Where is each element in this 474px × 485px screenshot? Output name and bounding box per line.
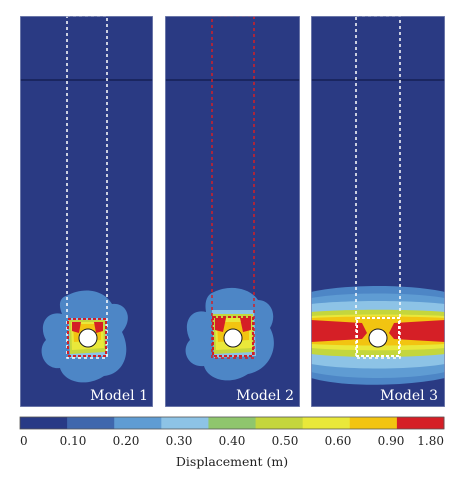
colorbar-tick-label: 0 <box>20 434 28 448</box>
contour-band-1.80-left <box>215 318 226 332</box>
panel-model-1: Model 1 <box>20 16 153 407</box>
colorbar-tick-label: 0.50 <box>272 434 299 448</box>
colorbar-swatch <box>161 417 209 429</box>
colorbar-tick-label: 0.40 <box>219 434 246 448</box>
legend-title: Displacement (m) <box>176 454 288 469</box>
contour-band-1.80-right <box>94 322 103 333</box>
contour-band-1.80-right <box>240 318 251 332</box>
model-label: Model 1 <box>90 388 148 404</box>
plume-outline <box>66 16 108 359</box>
colorbar-tick-label: 0.20 <box>113 434 140 448</box>
colorbar-ticks: 0 0.10 0.20 0.30 0.40 0.50 0.60 0.90 1.80 <box>20 434 444 448</box>
colorbar-swatch <box>349 417 398 429</box>
colorbar-tick-label: 0.10 <box>60 434 87 448</box>
colorbar-legend: 0 0.10 0.20 0.30 0.40 0.50 0.60 0.90 1.80 Displa… <box>19 416 445 469</box>
colorbar-swatch <box>302 417 351 429</box>
colorbar-tick-label: 0.90 <box>378 434 405 448</box>
panel-model-2: Model 2 <box>165 16 300 407</box>
plume-outline <box>211 16 255 359</box>
colorbar-tick-label: 0.60 <box>325 434 352 448</box>
trench-outline <box>356 317 400 357</box>
panel-model-3: Model 3 <box>311 16 445 407</box>
model-label: Model 2 <box>236 388 294 404</box>
contour-band-1.80-left <box>72 322 81 333</box>
colorbar-tick-label: 1.80 <box>417 434 444 448</box>
colorbar-swatch <box>67 417 115 429</box>
colorbar-swatch <box>114 417 162 429</box>
tunnel-opening <box>78 328 98 348</box>
model-label: Model 3 <box>380 388 438 404</box>
trench-outline <box>67 318 107 357</box>
plume-outline <box>355 16 401 359</box>
colorbar-swatch <box>208 417 257 429</box>
colorbar-swatches <box>20 417 445 429</box>
contour-band-1.80-right <box>389 320 445 342</box>
contour-band-1.80-left <box>311 320 367 342</box>
tunnel-opening <box>368 328 388 348</box>
tunnel-opening <box>223 328 243 348</box>
colorbar-swatch <box>20 417 68 429</box>
colorbar-swatch <box>255 417 304 429</box>
colorbar-swatch <box>396 417 445 429</box>
colorbar-tick-label: 0.30 <box>166 434 193 448</box>
trench-outline <box>212 316 254 357</box>
colorbar-border <box>19 416 445 430</box>
